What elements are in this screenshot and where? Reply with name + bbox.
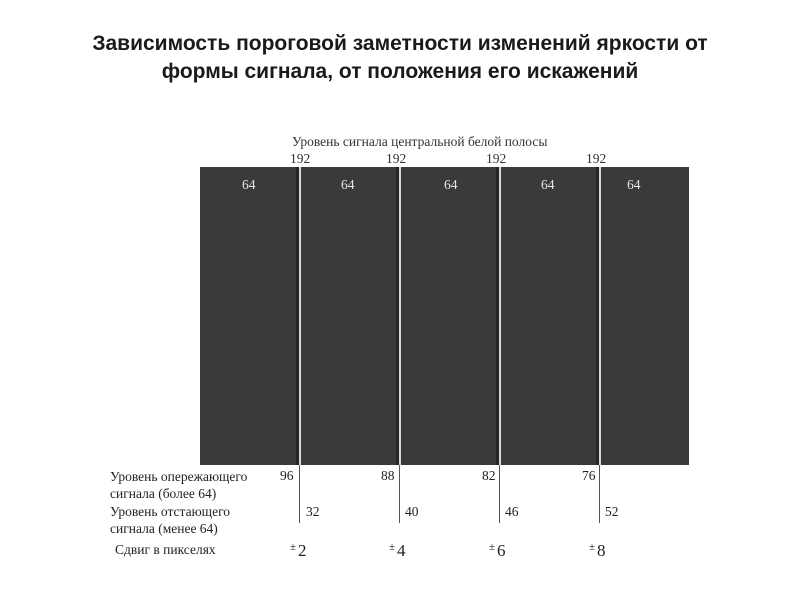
bright-stripe (599, 167, 601, 465)
lagging-value: 40 (405, 504, 419, 519)
pixel-shift-value: ±2 (290, 541, 307, 561)
leading-value: 96 (280, 468, 294, 483)
bright-stripe (299, 167, 301, 465)
center-level-value: 192 (586, 151, 607, 166)
lagging-value: 32 (306, 504, 320, 519)
dark-stripe (496, 167, 500, 465)
background-level-value: 64 (627, 177, 641, 192)
shift-number: 6 (497, 541, 506, 560)
leading-value: 88 (381, 468, 395, 483)
lagging-value: 46 (505, 504, 519, 519)
pixel-shift-value: ±8 (589, 541, 606, 561)
background-level-value: 64 (444, 177, 458, 192)
leading-value: 82 (482, 468, 496, 483)
center-level-value: 192 (290, 151, 311, 166)
lagging-signal-label-line-1: Уровень отстающего (110, 504, 231, 519)
slide-title: Зависимость пороговой заметности изменен… (0, 30, 800, 86)
plus-minus-sign: ± (389, 541, 396, 553)
shift-number: 2 (298, 541, 307, 560)
background-level-value: 64 (341, 177, 355, 192)
lagging-value: 52 (605, 504, 619, 519)
signal-panel: 64 64 64 64 64 (200, 167, 689, 465)
center-stripe-level-label: Уровень сигнала центральной белой полосы (292, 134, 548, 149)
plus-minus-sign: ± (589, 541, 596, 553)
title-line-2: формы сигнала, от положения его искажени… (161, 60, 639, 83)
leading-signal-label-line-1: Уровень опережающего (110, 469, 248, 484)
shift-label: Сдвиг в пикселях (115, 542, 216, 557)
pixel-shift-value: ±6 (489, 541, 506, 561)
lagging-signal-label-line-2: сигнала (менее 64) (110, 521, 218, 536)
background-level-value: 64 (242, 177, 256, 192)
lagging-signal-label: Уровень отстающего сигнала (менее 64) (110, 503, 230, 537)
center-level-value: 192 (486, 151, 507, 166)
plus-minus-sign: ± (489, 541, 496, 553)
tick-line (499, 465, 500, 523)
pixel-shift-value: ±4 (389, 541, 406, 561)
bright-stripe (499, 167, 501, 465)
dark-stripe (396, 167, 400, 465)
title-line-1: Зависимость пороговой заметности изменен… (92, 32, 708, 55)
tick-line (599, 465, 600, 523)
leading-value: 76 (582, 468, 596, 483)
tick-line (299, 465, 300, 523)
tick-line (399, 465, 400, 523)
center-level-value: 192 (386, 151, 407, 166)
shift-number: 4 (397, 541, 406, 560)
leading-signal-label-line-2: сигнала (более 64) (110, 486, 217, 501)
dark-stripe (596, 167, 600, 465)
dark-stripe (296, 167, 300, 465)
background-level-value: 64 (541, 177, 555, 192)
shift-number: 8 (597, 541, 606, 560)
plus-minus-sign: ± (290, 541, 297, 553)
leading-signal-label: Уровень опережающего сигнала (более 64) (110, 468, 247, 502)
bright-stripe (399, 167, 401, 465)
